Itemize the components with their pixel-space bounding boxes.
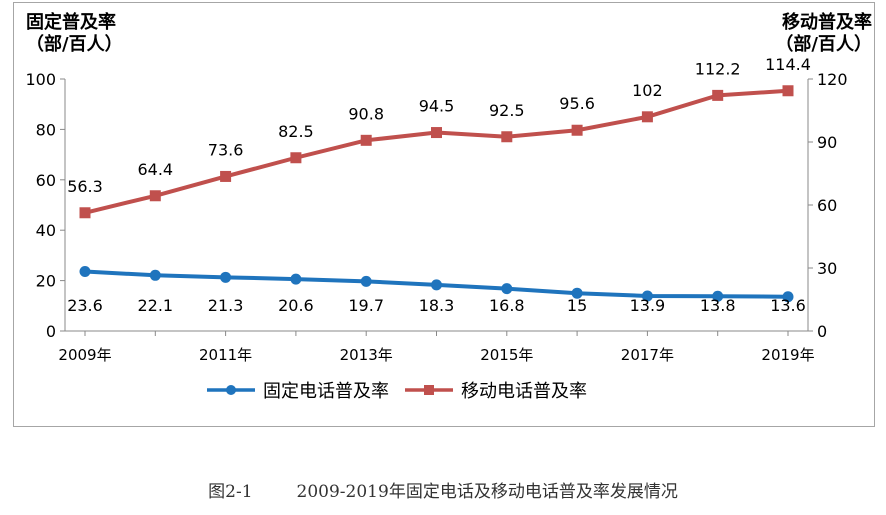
- legend-item-fixed: 固定电话普及率: [205, 377, 389, 403]
- fixed-data-point: [641, 290, 653, 302]
- fixed-data-label: 15: [567, 296, 587, 315]
- x-tick-label: 2017年: [621, 346, 674, 364]
- mobile-data-point: [290, 152, 302, 164]
- fixed-data-label: 22.1: [137, 296, 173, 315]
- fixed-data-point: [290, 273, 302, 285]
- right-tick-label: 120: [817, 70, 848, 89]
- caption-text: 2009-2019年固定电话及移动电话普及率发展情况: [296, 482, 678, 502]
- right-axis-title: 移动普及率 （部/百人）: [775, 12, 872, 56]
- x-tick-label: 2009年: [58, 346, 111, 364]
- mobile-data-label: 94.5: [419, 97, 455, 116]
- mobile-data-point: [220, 170, 232, 182]
- fixed-data-label: 21.3: [208, 296, 244, 315]
- fixed-data-point: [712, 290, 724, 302]
- x-tick-label: 2011年: [199, 346, 252, 364]
- left-tick-label: 20: [36, 272, 56, 291]
- legend-fixed-label: 固定电话普及率: [263, 381, 389, 402]
- mobile-data-label: 95.6: [559, 94, 595, 113]
- figure-number: 图2-1: [208, 482, 253, 502]
- left-tick-label: 80: [36, 120, 56, 139]
- mobile-data-label: 90.8: [348, 104, 384, 123]
- fixed-data-point: [220, 271, 232, 283]
- mobile-data-label: 82.5: [278, 122, 314, 141]
- mobile-data-point: [571, 124, 583, 136]
- left-tick-label: 0: [46, 322, 56, 341]
- x-tick-label: 2015年: [480, 346, 533, 364]
- right-tick-label: 60: [817, 196, 837, 215]
- legend-mobile-marker-icon: [405, 385, 453, 395]
- mobile-data-point: [641, 111, 653, 123]
- mobile-data-point: [782, 85, 794, 97]
- mobile-data-point: [712, 89, 724, 101]
- mobile-data-label: 92.5: [489, 101, 525, 120]
- fixed-data-label: 13.8: [700, 296, 736, 315]
- left-tick-label: 60: [36, 171, 56, 190]
- left-tick-label: 40: [36, 221, 56, 240]
- fixed-data-label: 18.3: [419, 296, 455, 315]
- figure-caption: 图2-1 2009-2019年固定电话及移动电话普及率发展情况: [0, 477, 886, 502]
- mobile-data-label: 56.3: [67, 177, 103, 196]
- mobile-data-label: 102: [632, 81, 663, 100]
- fixed-data-label: 16.8: [489, 296, 525, 315]
- right-tick-label: 30: [817, 259, 837, 278]
- mobile-data-label: 114.4: [765, 55, 811, 74]
- right-axis-title-line2: （部/百人）: [775, 34, 872, 55]
- mobile-data-label: 64.4: [137, 160, 173, 179]
- fixed-data-label: 23.6: [67, 296, 103, 315]
- legend: 固定电话普及率 移动电话普及率: [205, 376, 601, 404]
- fixed-data-label: 13.9: [630, 296, 666, 315]
- line-chart: 0 20 40 60 80 100 0 30 60 90 120 2009年 2011年 2013年 201…: [25, 55, 848, 364]
- left-tick-label: 100: [25, 70, 56, 89]
- fixed-data-point: [360, 275, 372, 287]
- fixed-data-point: [782, 291, 794, 303]
- fixed-data-point: [79, 266, 91, 278]
- fixed-data-label: 13.6: [770, 296, 806, 315]
- legend-mobile-label: 移动电话普及率: [461, 381, 587, 402]
- fixed-data-label: 20.6: [278, 296, 314, 315]
- left-axis-title-line2: （部/百人）: [26, 34, 123, 55]
- x-tick-label: 2013年: [340, 346, 393, 364]
- fixed-data-point: [501, 283, 513, 295]
- mobile-data-point: [501, 131, 513, 143]
- mobile-data-label: 112.2: [695, 59, 741, 78]
- left-axis-title-line1: 固定普及率: [26, 12, 116, 33]
- mobile-data-point: [431, 127, 442, 139]
- chart-frame: [13, 2, 875, 427]
- x-tick-label: 2019年: [761, 346, 814, 364]
- legend-item-mobile: 移动电话普及率: [403, 377, 587, 403]
- mobile-data-point: [360, 134, 372, 146]
- right-tick-label: 90: [817, 133, 837, 152]
- fixed-data-point: [431, 279, 442, 291]
- right-axis-title-line1: 移动普及率: [782, 12, 872, 33]
- right-tick-label: 0: [817, 322, 827, 341]
- mobile-data-point: [149, 190, 161, 202]
- mobile-data-point: [79, 207, 91, 219]
- fixed-data-point: [149, 269, 161, 281]
- left-axis-title: 固定普及率 （部/百人）: [26, 12, 123, 56]
- fixed-data-label: 19.7: [348, 296, 384, 315]
- legend-fixed-marker-icon: [207, 385, 255, 395]
- fixed-data-point: [571, 287, 583, 299]
- mobile-data-label: 73.6: [208, 140, 244, 159]
